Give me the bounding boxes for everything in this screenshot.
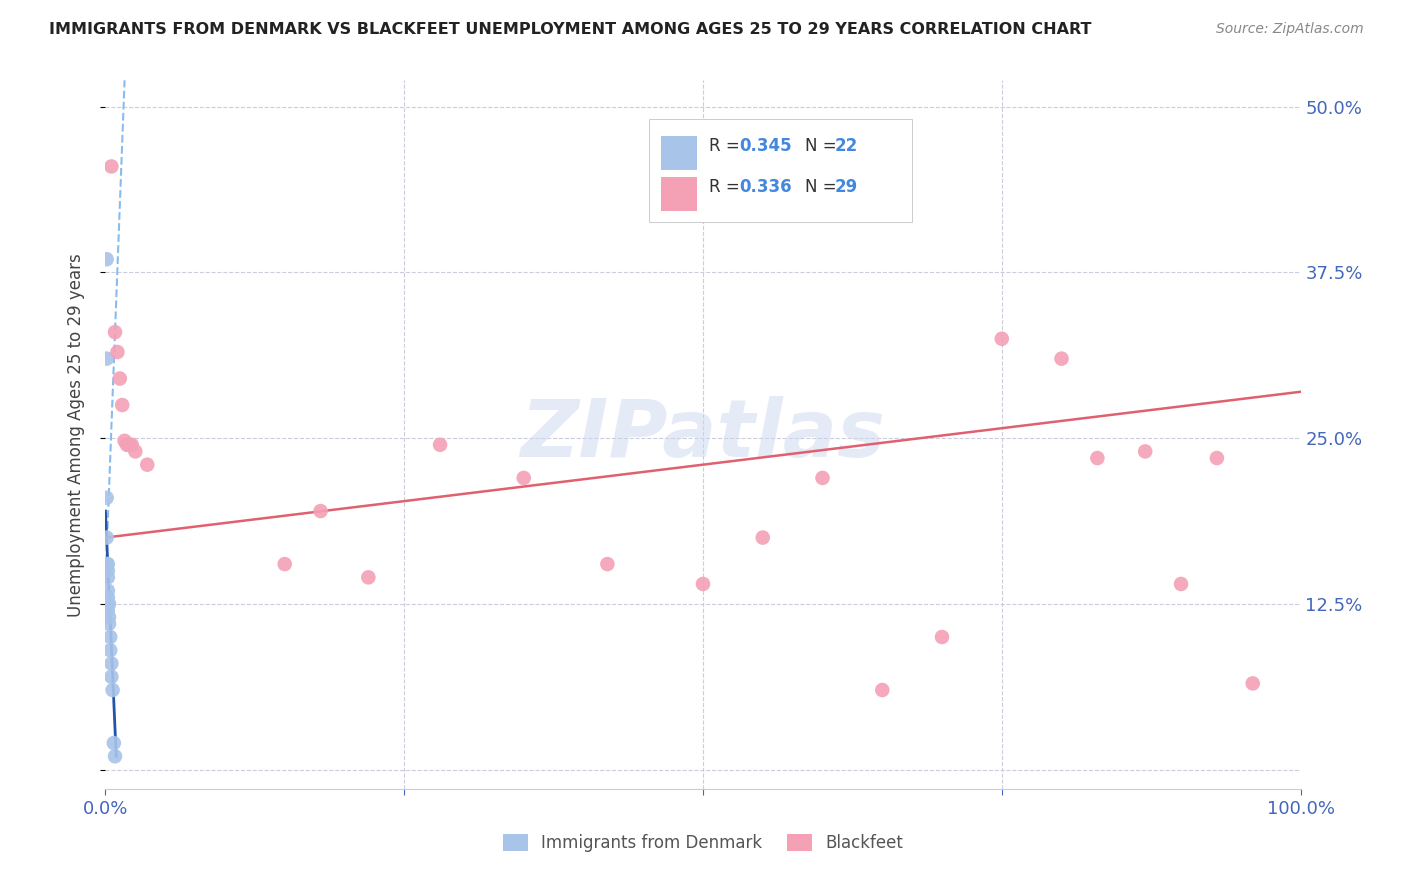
Text: N =: N = (804, 137, 841, 155)
Point (97, 603, 120, 617)
Point (98, 643, 121, 657)
Point (100, 160, 122, 174)
Point (872, 683, 894, 698)
Point (97, 557, 120, 571)
Text: N =: N = (804, 178, 841, 196)
Point (114, 434, 136, 448)
Point (1241, 676, 1264, 690)
Point (96, 531, 118, 545)
Point (98, 616, 121, 631)
FancyBboxPatch shape (650, 120, 912, 222)
Point (692, 577, 714, 591)
Point (96, 351, 118, 366)
Point (1206, 451, 1229, 466)
Text: Source: ZipAtlas.com: Source: ZipAtlas.com (1216, 22, 1364, 37)
Point (103, 736, 125, 750)
FancyBboxPatch shape (661, 136, 697, 170)
Point (273, 557, 295, 571)
Point (1133, 444, 1156, 458)
FancyBboxPatch shape (661, 178, 697, 211)
Legend: Immigrants from Denmark, Blackfeet: Immigrants from Denmark, Blackfeet (496, 828, 910, 859)
Point (111, 398, 134, 412)
Text: ZIPatlas: ZIPatlas (520, 396, 886, 474)
Text: 0.336: 0.336 (740, 178, 792, 196)
Text: IMMIGRANTS FROM DENMARK VS BLACKFEET UNEMPLOYMENT AMONG AGES 25 TO 29 YEARS CORR: IMMIGRANTS FROM DENMARK VS BLACKFEET UNE… (49, 22, 1091, 37)
Text: R =: R = (709, 178, 745, 196)
Point (1170, 577, 1192, 591)
Point (104, 325, 127, 339)
Point (108, 371, 131, 385)
Point (513, 471, 536, 485)
Point (96, 252, 118, 267)
Point (811, 471, 834, 485)
Point (136, 458, 159, 472)
Y-axis label: Unemployment Among Ages 25 to 29 years: Unemployment Among Ages 25 to 29 years (66, 253, 84, 616)
Point (931, 630, 953, 644)
Point (97, 570, 120, 584)
Point (429, 438, 451, 452)
Text: 29: 29 (835, 178, 858, 196)
Text: 22: 22 (835, 137, 858, 155)
Point (98, 597, 121, 611)
Point (97, 564, 120, 578)
Point (1050, 351, 1073, 366)
Point (1085, 451, 1108, 466)
Point (107, 345, 129, 359)
Point (121, 438, 143, 452)
Point (97, 597, 120, 611)
Point (309, 504, 332, 518)
Point (990, 332, 1012, 346)
Point (596, 557, 619, 571)
Point (100, 670, 122, 684)
Point (98, 610, 121, 624)
Point (97, 583, 120, 598)
Text: 0.345: 0.345 (740, 137, 792, 155)
Point (100, 657, 122, 671)
Point (357, 570, 380, 584)
Point (96, 557, 118, 571)
Point (104, 749, 127, 764)
Point (98, 630, 121, 644)
Point (115, 438, 138, 452)
Point (101, 683, 124, 698)
Point (124, 444, 146, 458)
Text: R =: R = (709, 137, 745, 155)
Point (751, 531, 773, 545)
Point (118, 438, 141, 452)
Point (96, 491, 118, 505)
Point (97, 591, 120, 605)
